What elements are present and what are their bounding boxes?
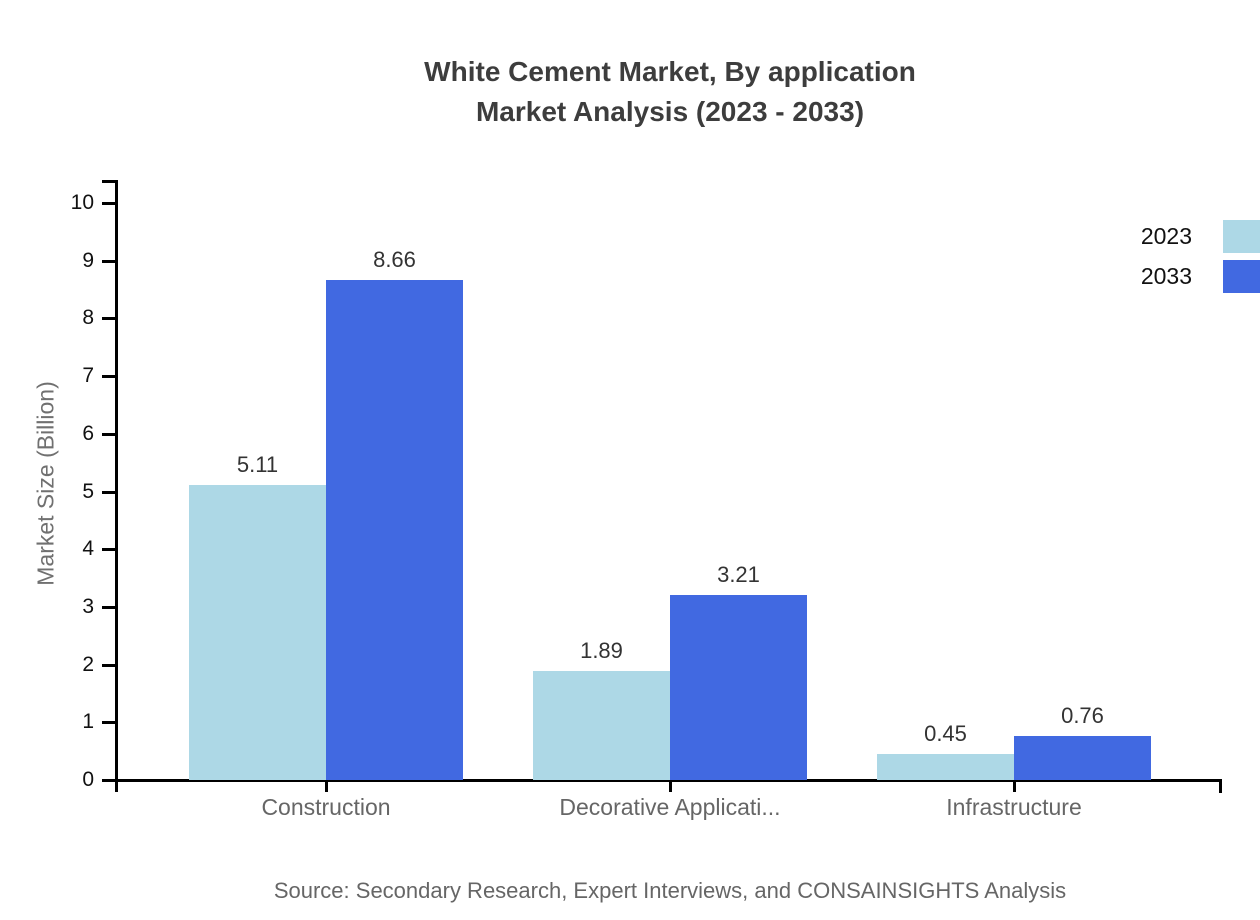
y-tick-label: 0 [82, 768, 94, 791]
bar-value-label: 1.89 [580, 638, 623, 663]
y-tick [102, 606, 115, 609]
y-tick-label: 8 [82, 306, 94, 329]
x-axis-line [115, 779, 1222, 782]
category-label-0: Construction [261, 794, 391, 820]
bar-value-label: 3.21 [717, 562, 760, 587]
y-tick-label: 10 [70, 191, 94, 214]
legend-swatch-2033 [1223, 260, 1260, 293]
category-label-2: Infrastructure [946, 794, 1082, 820]
y-tick [102, 260, 115, 263]
y-tick [102, 664, 115, 667]
chart-title: White Cement Market, By application Mark… [424, 52, 916, 132]
x-tick [669, 782, 672, 792]
chart-title-line1: White Cement Market, By application [424, 56, 916, 87]
y-tick [102, 491, 115, 494]
y-tick-label: 5 [82, 480, 94, 503]
bar-2023-0 [189, 485, 326, 780]
category-label-1: Decorative Applicati... [559, 794, 781, 820]
y-tick-label: 4 [82, 537, 94, 560]
y-tick-label: 6 [82, 422, 94, 445]
y-tick-label: 1 [82, 710, 94, 733]
x-axis-end-cap [1219, 779, 1222, 793]
y-tick [102, 317, 115, 320]
y-tick [102, 433, 115, 436]
y-axis-top-cap [102, 180, 115, 183]
bar-2023-2 [877, 754, 1014, 780]
bar-value-label: 5.11 [236, 452, 279, 477]
bar-2033-0 [326, 280, 463, 780]
y-tick-label: 7 [82, 364, 94, 387]
bar-value-label: 0.76 [1061, 703, 1104, 728]
legend-swatch-2023 [1223, 220, 1260, 253]
source-note: Source: Secondary Research, Expert Inter… [273, 878, 1067, 903]
legend-label-2023: 2023 [1140, 223, 1192, 249]
chart-title-line2: Market Analysis (2023 - 2033) [475, 96, 865, 127]
legend-label-2033: 2033 [1140, 263, 1192, 289]
bar-2033-1 [670, 595, 807, 780]
y-tick [102, 721, 115, 724]
y-tick [102, 375, 115, 378]
bar-value-label: 0.45 [924, 721, 967, 746]
y-tick [102, 779, 115, 782]
y-tick-label: 9 [82, 249, 94, 272]
x-tick [325, 782, 328, 792]
y-tick [102, 548, 115, 551]
x-tick [1013, 782, 1016, 792]
y-axis-line [115, 180, 118, 792]
y-tick-label: 3 [82, 595, 94, 618]
bar-2023-1 [533, 671, 670, 780]
y-tick-label: 2 [82, 653, 94, 676]
bar-value-label: 8.66 [373, 247, 416, 272]
bar-2033-2 [1014, 736, 1151, 780]
y-tick [102, 202, 115, 205]
